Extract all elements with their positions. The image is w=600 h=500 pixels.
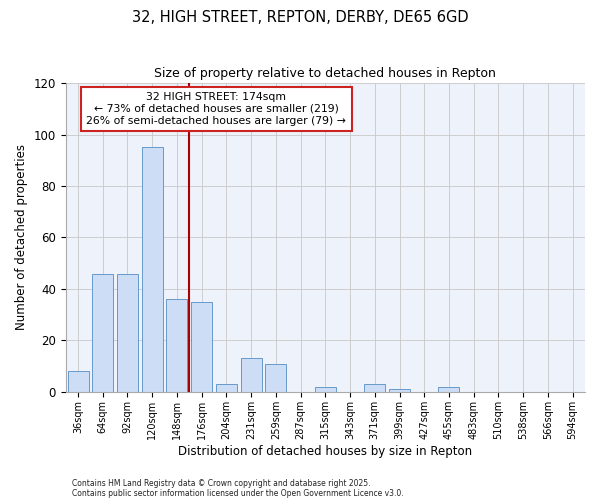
Text: 32 HIGH STREET: 174sqm
← 73% of detached houses are smaller (219)
26% of semi-de: 32 HIGH STREET: 174sqm ← 73% of detached… bbox=[86, 92, 346, 126]
Bar bbox=[191, 302, 212, 392]
Text: 32, HIGH STREET, REPTON, DERBY, DE65 6GD: 32, HIGH STREET, REPTON, DERBY, DE65 6GD bbox=[131, 10, 469, 25]
Bar bbox=[142, 148, 163, 392]
X-axis label: Distribution of detached houses by size in Repton: Distribution of detached houses by size … bbox=[178, 444, 472, 458]
Title: Size of property relative to detached houses in Repton: Size of property relative to detached ho… bbox=[154, 68, 496, 80]
Y-axis label: Number of detached properties: Number of detached properties bbox=[15, 144, 28, 330]
Bar bbox=[265, 364, 286, 392]
Bar bbox=[389, 390, 410, 392]
Bar bbox=[315, 387, 336, 392]
Bar bbox=[439, 387, 460, 392]
Bar bbox=[92, 274, 113, 392]
Bar bbox=[364, 384, 385, 392]
Text: Contains public sector information licensed under the Open Government Licence v3: Contains public sector information licen… bbox=[72, 488, 404, 498]
Bar bbox=[68, 372, 89, 392]
Text: Contains HM Land Registry data © Crown copyright and database right 2025.: Contains HM Land Registry data © Crown c… bbox=[72, 478, 371, 488]
Bar bbox=[241, 358, 262, 392]
Bar bbox=[117, 274, 138, 392]
Bar bbox=[166, 300, 187, 392]
Bar bbox=[216, 384, 237, 392]
